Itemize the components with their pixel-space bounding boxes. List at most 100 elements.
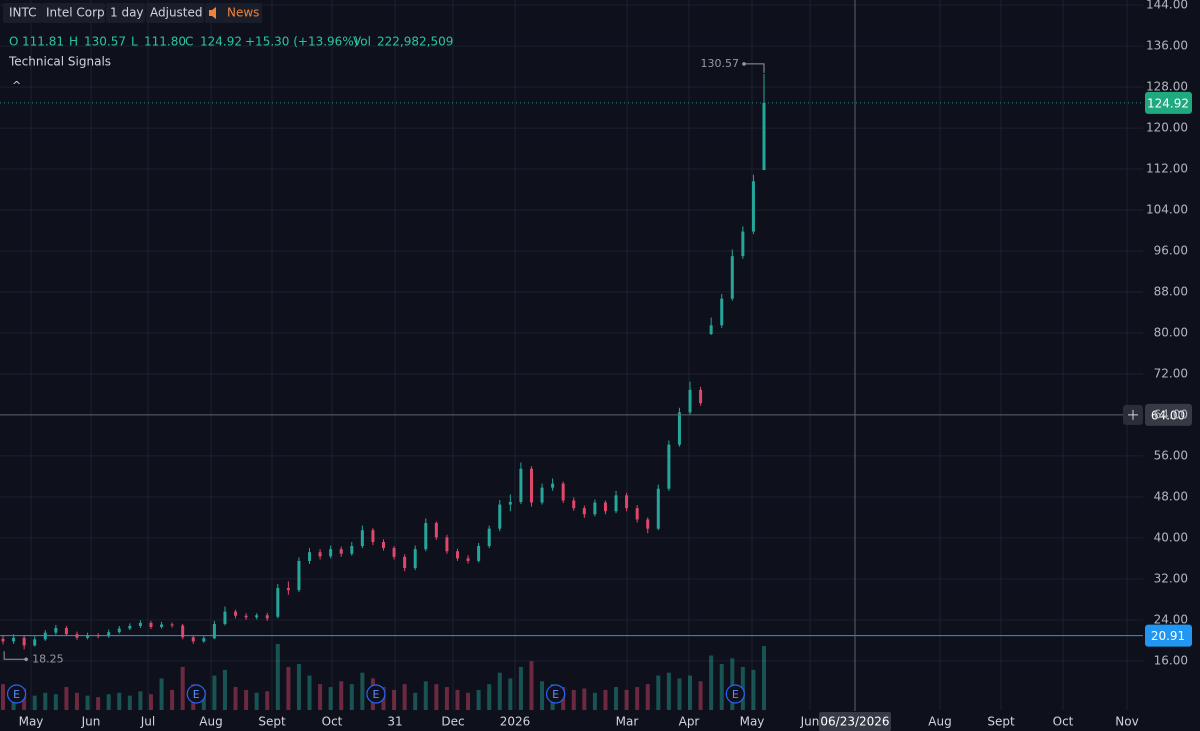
candle-body — [572, 500, 576, 509]
interval[interactable]: 1 day — [110, 6, 144, 20]
volume-bar — [571, 689, 576, 710]
volume-bar — [677, 678, 682, 710]
candle-body — [1, 638, 5, 642]
earnings-marker[interactable] — [725, 684, 745, 704]
candle-body — [181, 625, 185, 638]
candle-body — [455, 551, 459, 559]
high-value: 130.57 — [84, 35, 126, 49]
candle-body — [582, 508, 586, 515]
volume-bar — [106, 694, 111, 710]
candle-body — [339, 549, 343, 554]
volume-bar — [127, 695, 132, 710]
volume-bar — [466, 692, 471, 710]
candle-body — [477, 546, 481, 561]
low-label: L — [131, 35, 138, 49]
candle-body — [646, 519, 650, 529]
x-tick-label: Sept — [987, 715, 1015, 729]
y-tick-label: 128.00 — [1146, 80, 1188, 94]
volume-bar — [434, 684, 439, 710]
y-tick-label: 72.00 — [1154, 366, 1188, 380]
volume-bar — [349, 684, 354, 710]
earnings-marker[interactable] — [546, 684, 566, 704]
candle-body — [329, 549, 333, 557]
y-tick-label: 96.00 — [1154, 244, 1188, 258]
volume-bar — [201, 689, 206, 710]
volume-bar — [614, 687, 619, 710]
x-tick-label: 31 — [387, 715, 402, 729]
candle-body — [656, 488, 660, 529]
candle-body — [709, 325, 713, 334]
candle-body — [540, 487, 544, 503]
candle-body — [403, 556, 407, 569]
y-tick-label: 144.00 — [1146, 0, 1188, 12]
volume-bar — [656, 675, 661, 710]
earnings-marker[interactable] — [366, 684, 386, 704]
volume-bar — [423, 681, 428, 710]
y-tick-label: 64.00 — [1154, 407, 1188, 421]
x-tick-label: May — [19, 715, 44, 729]
symbol[interactable]: INTC — [9, 6, 37, 20]
candle-body — [593, 502, 597, 515]
candle-body — [360, 530, 364, 547]
candle-body — [625, 495, 629, 509]
symbol-button[interactable] — [3, 3, 42, 23]
x-tick-label: Mar — [616, 715, 639, 729]
candle-body — [350, 546, 354, 554]
earnings-marker[interactable] — [6, 684, 27, 704]
volume-bar — [233, 687, 238, 710]
candle-body — [424, 523, 428, 550]
candle-body — [741, 231, 745, 257]
earnings-label: E — [193, 688, 200, 701]
volume-bar — [275, 644, 280, 710]
news-icon — [209, 7, 216, 19]
news-button[interactable] — [205, 3, 262, 23]
candle-body — [286, 588, 290, 591]
y-tick-label: 40.00 — [1154, 530, 1188, 544]
volume-bar — [170, 689, 175, 710]
candle-body — [635, 508, 639, 520]
candle-body — [487, 528, 491, 547]
earnings-marker[interactable] — [186, 684, 206, 704]
candle-body — [64, 628, 68, 635]
high-marker-label: 130.57 — [701, 57, 740, 70]
volume-bar — [666, 672, 671, 710]
volume-bar — [318, 684, 323, 710]
volume-bar — [286, 666, 291, 710]
earnings-label: E — [372, 688, 379, 701]
volume-bar — [339, 681, 344, 710]
volume-bar — [117, 692, 122, 710]
volume-bar — [709, 655, 714, 710]
volume-bar — [360, 672, 365, 710]
news[interactable]: News — [227, 6, 259, 20]
candle-body — [720, 298, 724, 326]
y-tick-label: 136.00 — [1146, 39, 1188, 53]
volume-bar — [508, 678, 513, 710]
adjust-button[interactable] — [146, 3, 204, 23]
candle-body — [107, 632, 111, 637]
volume-bar — [497, 672, 502, 710]
volume-bar — [592, 692, 597, 710]
volume-bar — [645, 684, 650, 710]
name-button[interactable] — [42, 3, 105, 23]
volume-bar — [518, 666, 523, 710]
volume-bar — [540, 681, 545, 710]
interval-button[interactable] — [106, 3, 145, 23]
candle-body — [223, 611, 227, 624]
volume-bar — [624, 689, 629, 710]
collapse-toggle[interactable]: ^ — [12, 79, 21, 92]
candle-body — [762, 102, 766, 171]
earnings-label: E — [13, 688, 20, 701]
volume-bar — [222, 669, 227, 710]
candle-body — [128, 625, 132, 629]
candle-body — [54, 628, 58, 633]
volume-bar — [688, 675, 693, 710]
company-name[interactable]: Intel Corp — [46, 6, 105, 20]
plot — [1, 73, 766, 710]
indicator-title[interactable]: Technical Signals — [8, 55, 111, 69]
volume-bar — [582, 688, 587, 710]
adjustment[interactable]: Adjusted — [150, 6, 203, 20]
crosshair-price-label: 64.00 — [1151, 408, 1185, 422]
candle-body — [234, 611, 238, 616]
x-tick-label: Oct — [1053, 715, 1074, 729]
